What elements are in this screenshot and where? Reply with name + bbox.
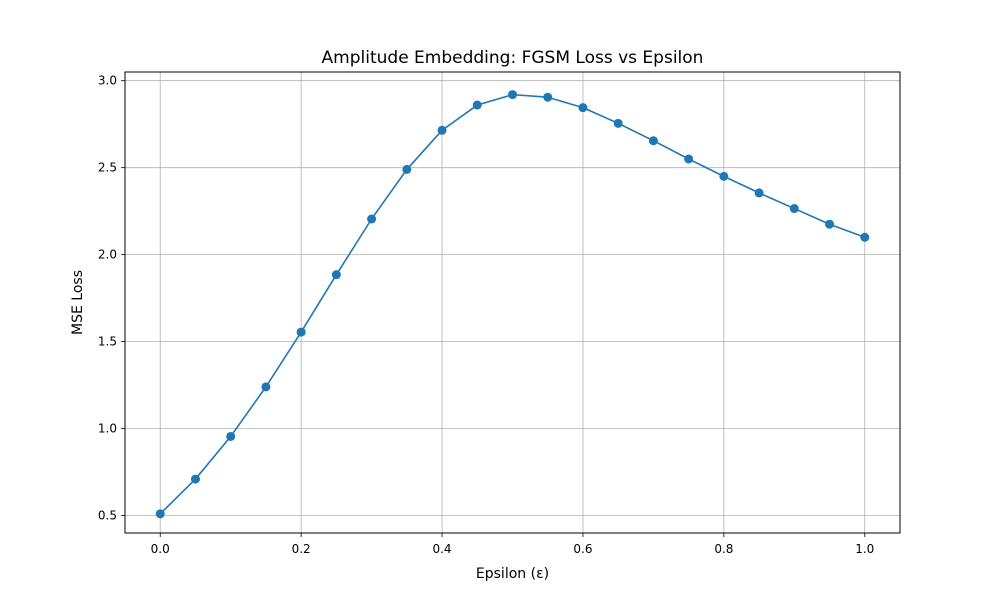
data-point	[261, 382, 271, 392]
data-point	[508, 90, 517, 100]
data-point	[860, 232, 870, 242]
data-point	[226, 431, 236, 441]
y-tick-label: 2.0	[98, 248, 117, 262]
grid	[125, 72, 900, 533]
data-point	[613, 118, 623, 128]
x-tick-label: 0.2	[292, 542, 311, 556]
data-point	[402, 164, 412, 174]
data-point	[825, 219, 835, 229]
data-point	[754, 188, 764, 198]
x-tick-label: 1.0	[855, 542, 874, 556]
y-tick-label: 1.5	[98, 335, 117, 349]
y-tick-label: 1.0	[98, 422, 117, 436]
data-point	[331, 270, 341, 280]
x-tick-label: 0.0	[151, 542, 170, 556]
x-tick-label: 0.4	[432, 542, 451, 556]
x-tick-label: 0.8	[714, 542, 733, 556]
ticks: 0.0 0.2 0.4 0.6 0.8 1.0 0.5 1.0 1.5 2.0 2.5 3.0	[98, 74, 874, 556]
data-point	[648, 136, 658, 146]
data-point	[789, 204, 799, 214]
series-layer	[155, 90, 870, 519]
y-tick-label: 2.5	[98, 161, 117, 175]
data-point	[155, 509, 165, 519]
x-axis-label: Epsilon (ε)	[476, 566, 549, 582]
y-tick-label: 0.5	[98, 509, 117, 523]
y-axis-label: MSE Loss	[70, 270, 86, 335]
data-point	[472, 100, 482, 110]
plot-frame	[124, 71, 901, 534]
data-point	[578, 103, 588, 113]
data-point	[684, 154, 694, 164]
data-point	[296, 327, 306, 337]
data-point	[437, 125, 447, 135]
data-point	[543, 92, 553, 102]
y-tick-label: 3.0	[98, 74, 117, 88]
data-point	[367, 214, 377, 224]
data-point	[190, 474, 200, 484]
x-tick-label: 0.6	[573, 542, 592, 556]
chart-title: Amplitude Embedding: FGSM Loss vs Epsilo…	[322, 48, 704, 68]
data-point	[719, 171, 729, 181]
